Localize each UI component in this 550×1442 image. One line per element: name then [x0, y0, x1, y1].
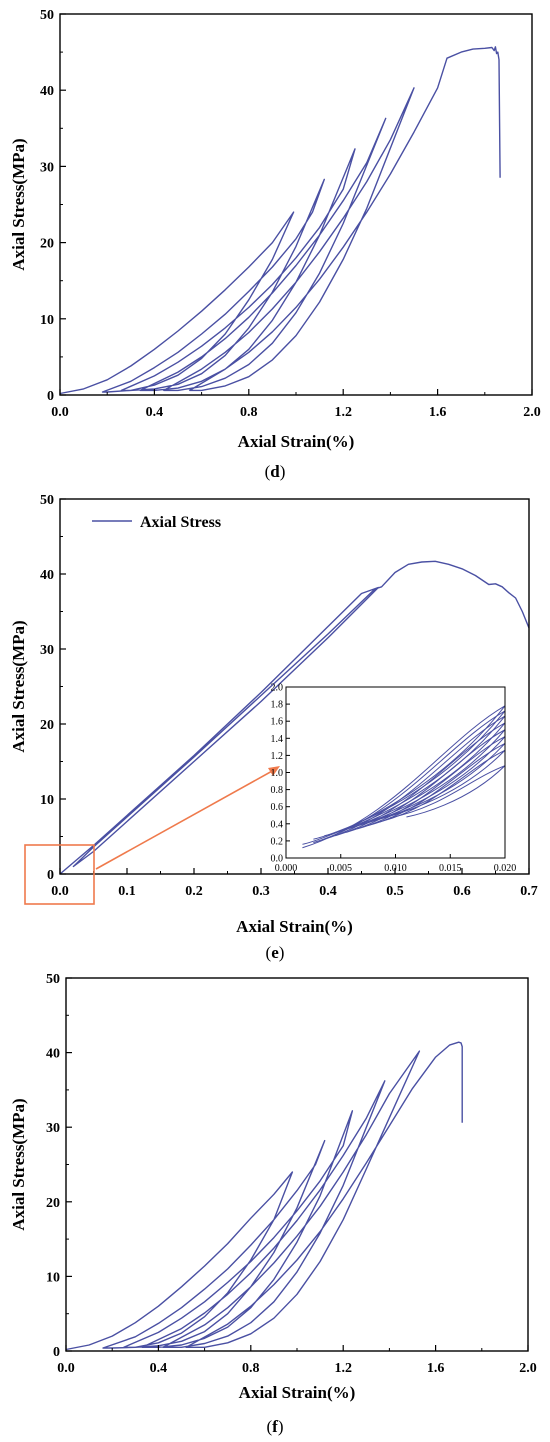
caption-paren-close: )	[279, 943, 285, 962]
inset-y-tick-label: 0.4	[271, 819, 284, 830]
inset-y-tick-label: 2.0	[271, 683, 284, 694]
x-tick-label: 0.8	[242, 1361, 260, 1376]
inset-loops	[302, 705, 505, 849]
inset-y-tick-label: 1.6	[271, 717, 284, 728]
y-tick-label: 50	[40, 493, 54, 508]
series-line	[59, 46, 501, 395]
x-tick-label: 0.1	[118, 884, 136, 899]
y-tick-label: 20	[40, 237, 54, 252]
x-tick-label: 1.2	[334, 405, 352, 420]
inset-y-tick-label: 0.0	[271, 854, 284, 865]
x-tick-label: 0.4	[319, 884, 337, 899]
caption-letter: e	[271, 943, 279, 962]
inset-y-tick-label: 1.8	[271, 700, 284, 711]
inset-y-tick-label: 0.8	[271, 785, 284, 796]
panel-caption: (e)	[266, 943, 285, 962]
x-tick-label: 1.6	[427, 1361, 445, 1376]
inset-loop	[346, 729, 505, 833]
chart-panel-d: 0.0 0.4 0.8 1.2 1.6 2.0 0 10 20 30 40 50 Axial Strai…	[9, 8, 541, 481]
inset-loop	[313, 710, 505, 844]
zoom-region-box	[24, 844, 95, 905]
x-tick-label: 0.3	[252, 884, 270, 899]
inset-y-tick-label: 1.2	[271, 751, 284, 762]
inset-loop	[378, 749, 505, 823]
inset-y-tick-label: 1.0	[271, 768, 284, 779]
inset-y-tick-label: 0.2	[271, 836, 284, 847]
panel-caption: (d)	[265, 462, 286, 481]
x-tick-label: 0.4	[146, 405, 164, 420]
chart-panel-f: 0.0 0.4 0.8 1.2 1.6 2.0 0 10 20 30 40 50 Axial Strai…	[9, 972, 537, 1436]
x-axis-title: Axial Strain(%)	[236, 917, 353, 936]
x-axis-title: Axial Strain(%)	[239, 1383, 356, 1402]
x-tick-label: 0.6	[453, 884, 471, 899]
y-tick-label: 40	[40, 84, 54, 99]
y-tick-label: 20	[40, 718, 54, 733]
y-tick-label: 50	[46, 972, 60, 987]
x-tick-label: 0.5	[386, 884, 404, 899]
y-tick-label: 0	[53, 1345, 60, 1360]
inset-loop	[335, 722, 505, 837]
y-axis-title: Axial Stress(MPa)	[9, 620, 28, 752]
x-tick-label: 0.0	[51, 405, 69, 420]
inset-x-tick-label: 0.005	[330, 863, 353, 874]
inset-y-tick-label: 1.4	[271, 734, 284, 745]
x-tick-label: 1.6	[429, 405, 447, 420]
inset-loop	[324, 715, 505, 840]
caption-paren-open: (	[266, 943, 272, 962]
x-tick-label: 1.2	[334, 1361, 352, 1376]
series-line	[65, 1041, 463, 1351]
inset-y-tick-label: 0.6	[271, 802, 284, 813]
y-tick-label: 30	[46, 1121, 60, 1136]
caption-letter: d	[270, 462, 280, 481]
caption-paren-close: )	[280, 462, 286, 481]
y-tick-label: 30	[40, 160, 54, 175]
plot-frame	[59, 13, 533, 396]
x-tick-label: 0.2	[185, 884, 203, 899]
panel-caption: (f)	[266, 1417, 283, 1436]
x-tick-label: 0.7	[520, 884, 538, 899]
series-line	[59, 560, 530, 875]
x-tick-label: 2.0	[523, 405, 541, 420]
y-tick-label: 10	[40, 313, 54, 328]
y-tick-label: 50	[40, 8, 54, 23]
caption-letter: f	[272, 1417, 278, 1436]
inset-x-tick-label: 0.010	[384, 863, 407, 874]
x-tick-label: 0.8	[240, 405, 258, 420]
caption-paren-open: (	[265, 462, 271, 481]
y-tick-label: 40	[40, 568, 54, 583]
x-tick-label: 0.0	[57, 1361, 75, 1376]
callout-arrow-head	[268, 766, 280, 776]
chart-panel-e: 0.0 0.1 0.2 0.3 0.4 0.5 0.6 0.7 0 10 20 30 40 50 Axial…	[9, 493, 538, 962]
callout-arrow	[95, 769, 275, 870]
caption-paren-close: )	[278, 1417, 284, 1436]
y-axis-title: Axial Stress(MPa)	[9, 1098, 28, 1230]
inset-x-tick-label: 0.000	[275, 863, 298, 874]
y-tick-label: 40	[46, 1047, 60, 1062]
inset-background	[286, 687, 505, 858]
y-tick-label: 10	[46, 1270, 60, 1285]
inset-x-tick-label: 0.015	[439, 863, 462, 874]
caption-paren-open: (	[266, 1417, 272, 1436]
x-tick-label: 2.0	[519, 1361, 537, 1376]
y-tick-label: 20	[46, 1196, 60, 1211]
inset-x-tick-label: 0.020	[494, 863, 517, 874]
y-tick-label: 10	[40, 793, 54, 808]
y-tick-label: 0	[47, 389, 54, 404]
y-axis-title: Axial Stress(MPa)	[9, 138, 28, 270]
y-tick-label: 30	[40, 643, 54, 658]
x-tick-label: 0.4	[150, 1361, 168, 1376]
y-tick-label: 0	[47, 868, 54, 883]
x-axis-title: Axial Strain(%)	[238, 432, 355, 451]
legend-label: Axial Stress	[140, 514, 221, 531]
x-tick-label: 0.0	[51, 884, 69, 899]
